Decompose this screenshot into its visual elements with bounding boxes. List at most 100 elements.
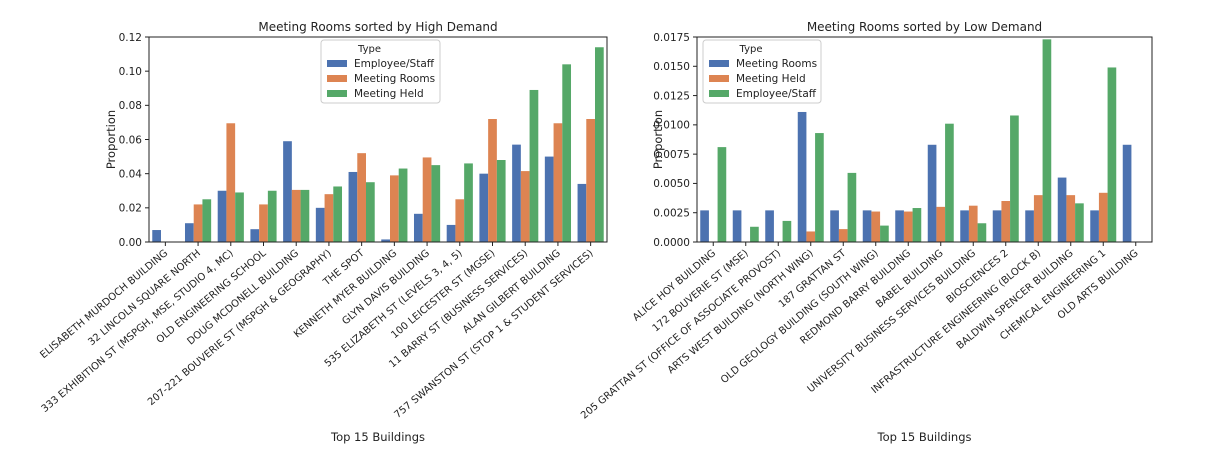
bar-1-s0-c0 [700,210,709,242]
legend-0: Type Employee/Staff Meeting Rooms Meeting H… [320,39,441,104]
bar-0-s0-c2 [217,190,227,242]
bar-0-s2-c13 [595,47,604,242]
bar-0-s0-c12 [544,156,554,242]
bar-1-s2-c0 [717,147,727,242]
legend-swatch-0-2 [327,90,347,97]
bar-0-s0-c10 [479,173,489,242]
bar-0-s0-c13 [577,183,587,242]
legend-swatch-1-1 [709,75,729,82]
bar-0-s0-c5 [315,207,325,242]
bar-0-s0-c3 [250,229,260,242]
bar-1-s0-c7 [927,144,937,242]
bar-1-s0-c5 [862,210,872,242]
y-axis-label-0: Proportion [104,110,118,169]
bar-0-s1-c12 [553,123,563,242]
legend-swatch-1-0 [709,60,729,67]
bar-1-s0-c3 [797,111,807,242]
bar-0-s2-c3 [267,190,277,242]
bar-1-s2-c12 [1107,67,1117,243]
ytick-label-0-5: 0.10 [119,66,142,78]
bar-0-s2-c1 [202,199,212,242]
bar-1-s0-c2 [765,210,774,242]
ytick-label-0-1: 0.02 [119,203,142,215]
bar-1-s0-c9 [992,210,1002,242]
bar-1-s0-c8 [960,210,969,242]
bar-0-s2-c6 [366,182,375,242]
bar-0-s2-c9 [464,163,473,242]
y-axis-label-1: Proportion [651,110,665,169]
bar-0-s2-c5 [333,186,343,242]
bar-0-s0-c1 [184,223,194,242]
bar-0-s2-c4 [300,189,310,242]
bar-1-s0-c11 [1057,177,1067,242]
legend-label-0-1: Meeting Rooms [354,73,435,85]
bar-1-s2-c5 [880,225,889,242]
bar-0-s0-c0 [152,230,161,242]
bar-1-s2-c11 [1075,203,1084,242]
bar-0-s0-c8 [413,213,423,242]
axes-frame-1 [696,36,1153,243]
bar-0-s1-c6 [357,153,366,242]
bar-1-s2-c2 [782,220,792,242]
bar-0-s1-c4 [291,189,301,242]
bar-1-s2-c4 [847,172,857,242]
ytick-label-1-1: 0.0025 [653,208,690,220]
ytick-label-1-6: 0.0150 [653,61,690,73]
ytick-label-1-2: 0.0050 [653,178,690,190]
bar-1-s0-c4 [830,210,839,242]
bar-1-s1-c3 [806,231,816,242]
chart-title-0: Meeting Rooms sorted by High Demand [258,20,497,34]
ytick-label-1-4: 0.0100 [653,120,690,132]
bar-1-s2-c7 [945,123,954,242]
bar-1-s1-c6 [903,211,913,242]
bar-0-s0-c9 [446,224,456,242]
legend-box-1 [702,39,822,104]
legend-label-0-2: Meeting Held [354,88,424,100]
bar-1-s1-c9 [1001,201,1011,242]
legend-label-0-0: Employee/Staff [354,58,435,70]
bar-1-s2-c1 [750,226,759,242]
ytick-label-0-3: 0.06 [119,134,143,146]
legend-swatch-1-2 [709,90,729,97]
bar-0-s2-c10 [496,160,506,242]
bar-0-s1-c8 [422,157,432,242]
bar-1-s1-c7 [936,206,946,242]
bar-0-s2-c2 [235,192,244,242]
bar-1-s0-c1 [732,210,742,242]
bar-1-s2-c6 [912,208,922,242]
legend-label-1-0: Meeting Rooms [736,58,817,70]
ytick-label-1-0: 0.0000 [653,237,690,249]
ytick-label-0-0: 0.00 [119,237,142,249]
bar-1-s2-c8 [977,223,987,242]
x-axis-label-1: Top 15 Buildings [877,430,972,444]
bar-1-s0-c6 [895,210,904,242]
legend-title-0: Type [357,44,381,55]
bar-0-s1-c11 [520,171,530,242]
bar-0-s0-c7 [381,239,390,242]
bar-0-s2-c12 [562,64,572,242]
bar-1-s2-c10 [1042,39,1052,243]
legend-title-1: Type [739,44,763,55]
bar-1-s1-c5 [871,211,881,242]
bar-0-s1-c7 [390,175,399,243]
bar-1-s1-c10 [1033,195,1043,242]
bar-0-s2-c11 [529,89,539,243]
ytick-label-0-2: 0.04 [119,168,143,180]
bar-1-s1-c4 [838,229,848,242]
bar-1-s0-c10 [1025,210,1034,242]
ytick-label-0-4: 0.08 [119,100,142,112]
ytick-label-1-3: 0.0075 [653,149,690,161]
legend-label-1-2: Employee/Staff [736,88,817,100]
bar-1-s0-c12 [1090,210,1099,242]
bar-0-s0-c6 [348,171,358,242]
ytick-label-1-7: 0.0175 [653,32,690,44]
legend-label-1-1: Meeting Held [736,73,806,85]
bar-0-s0-c11 [512,144,521,243]
x-axis-label-0: Top 15 Buildings [330,430,425,444]
legend-1: Type Meeting Rooms Meeting Held Employee/St… [702,39,822,104]
bar-1-s2-c3 [815,133,824,242]
bar-0-s0-c4 [283,141,292,242]
bar-1-s1-c11 [1066,195,1076,242]
ytick-label-1-5: 0.0125 [653,90,690,102]
ytick-label-0-6: 0.12 [119,32,142,44]
